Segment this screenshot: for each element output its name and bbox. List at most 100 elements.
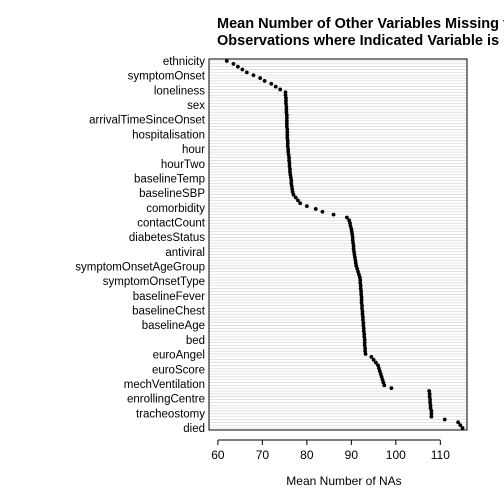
data-point (258, 76, 263, 80)
row-label: arrivalTimeSinceOnset (89, 115, 206, 127)
data-point (429, 409, 434, 413)
data-point (288, 170, 292, 174)
data-point (287, 158, 291, 163)
row-label: baselineSBP (139, 188, 205, 200)
data-point (350, 232, 355, 237)
data-point (363, 352, 368, 356)
row-label: loneliness (154, 85, 205, 97)
data-point (362, 343, 367, 348)
data-point (361, 323, 366, 328)
data-point (360, 306, 364, 311)
data-point (353, 255, 357, 260)
data-point (278, 87, 283, 92)
data-point (360, 312, 365, 317)
data-point (456, 420, 461, 425)
data-point (428, 397, 432, 402)
data-point (363, 346, 368, 351)
row-label: comorbidity (146, 203, 205, 215)
data-point (458, 423, 463, 428)
data-point (353, 261, 358, 265)
data-point (284, 107, 289, 112)
data-point (362, 337, 367, 342)
data-point (359, 289, 364, 294)
data-point (358, 278, 363, 282)
data-point (361, 320, 366, 325)
data-point (236, 64, 240, 69)
row-label: euroAngel (153, 350, 205, 362)
data-point (240, 67, 245, 72)
row-label: hour (182, 144, 205, 156)
data-point (344, 215, 349, 220)
x-tick-label: 90 (345, 448, 359, 462)
data-point (331, 212, 336, 217)
row-label: symptomOnsetType (103, 276, 205, 288)
row-label: contactCount (137, 217, 206, 229)
data-point (289, 178, 294, 183)
data-point (369, 354, 374, 359)
data-point (283, 90, 288, 95)
data-point (351, 244, 356, 248)
row-label: hospitalisation (132, 129, 205, 141)
data-point (287, 155, 291, 160)
data-point (358, 283, 363, 288)
data-point (442, 417, 447, 422)
x-tick-label: 80 (300, 448, 314, 462)
data-point (286, 147, 291, 152)
data-point (289, 181, 294, 186)
data-point (429, 414, 434, 419)
row-labels: ethnicity symptomOnset loneliness sex arriva… (75, 56, 206, 435)
x-tick-label: 70 (256, 448, 270, 462)
data-point (284, 113, 289, 117)
data-point (285, 127, 290, 132)
row-label: symptomOnsetAgeGroup (75, 262, 205, 274)
data-point (284, 104, 289, 109)
data-point (288, 167, 292, 172)
data-point (361, 315, 365, 319)
data-point (251, 73, 256, 78)
data-point (291, 192, 296, 197)
row-label: bed (186, 335, 205, 347)
data-point (262, 79, 267, 83)
x-axis: 60 70 80 90 100 110 (211, 439, 450, 462)
data-point (290, 187, 295, 191)
data-point (285, 138, 290, 143)
data-point (231, 61, 236, 66)
data-point (288, 175, 293, 180)
data-point (353, 258, 358, 263)
data-point (363, 349, 368, 354)
data-point (348, 221, 352, 226)
data-point (427, 389, 432, 393)
data-point (359, 295, 364, 300)
data-point (284, 118, 289, 123)
x-axis-label: Mean Number of NAs (286, 474, 401, 488)
data-point (287, 164, 292, 169)
data-point (244, 70, 249, 75)
data-point (349, 229, 354, 234)
data-point (427, 394, 432, 399)
data-point (284, 110, 289, 115)
data-point (284, 101, 288, 106)
data-point (269, 81, 274, 86)
data-point (284, 124, 289, 129)
row-label: baselineFever (133, 291, 205, 303)
data-point (289, 184, 294, 189)
data-point (273, 84, 278, 89)
data-point (288, 172, 293, 177)
data-point (358, 286, 363, 291)
data-point (313, 207, 318, 211)
data-point (357, 275, 362, 280)
row-label: mechVentilation (124, 379, 205, 391)
data-point (362, 340, 367, 345)
x-tick-label: 100 (386, 448, 406, 462)
data-point (360, 309, 365, 314)
data-point (287, 161, 292, 166)
row-label: ethnicity (163, 56, 205, 68)
data-point (352, 252, 357, 257)
data-point (373, 360, 378, 365)
data-point (298, 201, 303, 206)
data-point (389, 386, 394, 391)
data-point (362, 335, 367, 339)
data-point (285, 144, 290, 149)
data-point (359, 292, 364, 297)
